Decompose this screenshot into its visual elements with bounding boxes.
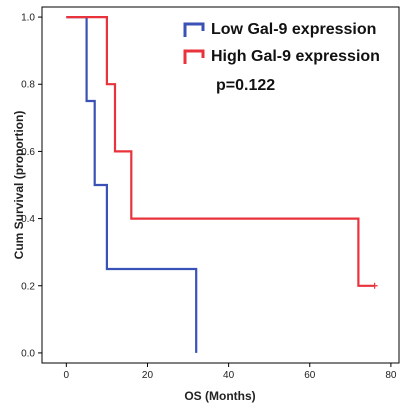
x-tick-label: 40 — [223, 370, 235, 381]
legend-label-high: High Gal-9 expression — [211, 48, 380, 65]
legend-swatch-low — [183, 22, 205, 37]
y-axis-label: Cum Survival (proportion) — [12, 111, 26, 260]
series-line-high — [66, 16, 375, 287]
x-tick-label: 60 — [304, 370, 316, 381]
y-tick-label: 0.6 — [21, 147, 35, 158]
legend-label-low: Low Gal-9 expression — [211, 21, 376, 38]
x-tick-label: 20 — [142, 370, 154, 381]
y-tick-label: 1.0 — [21, 13, 35, 24]
y-tick-label: 0.0 — [21, 348, 35, 359]
p-value-annotation: p=0.122 — [216, 77, 275, 94]
x-tick-label: 0 — [64, 370, 70, 381]
y-tick-label: 0.4 — [21, 214, 35, 225]
y-tick-label: 0.2 — [21, 281, 35, 292]
x-axis-ticks: 0 20 40 60 80 — [64, 363, 397, 381]
y-tick-label: 0.8 — [21, 80, 35, 91]
legend-swatch-high — [183, 49, 205, 64]
series-layer — [66, 16, 378, 353]
series-line-low — [66, 16, 198, 353]
x-axis-label: OS (Months) — [184, 389, 255, 403]
legend: Low Gal-9 expression High Gal-9 expressi… — [183, 21, 380, 94]
censor-mark — [371, 282, 378, 289]
x-tick-label: 80 — [385, 370, 397, 381]
y-axis-ticks: 0.0 0.2 0.4 0.6 0.8 1.0 — [21, 13, 42, 359]
